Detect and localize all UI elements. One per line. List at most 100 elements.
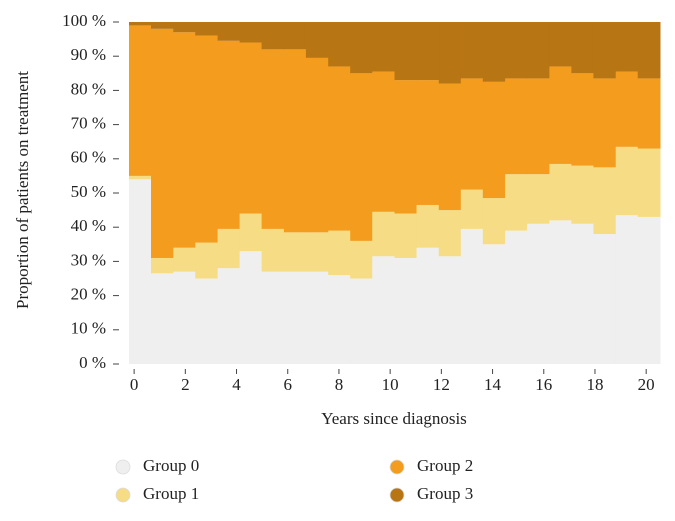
area-step (549, 66, 572, 164)
area-step (615, 215, 639, 364)
area-step (239, 22, 263, 43)
area-step (637, 78, 661, 149)
area-step (350, 73, 373, 241)
area-step (593, 167, 617, 235)
y-tick-label: 30 % (71, 250, 106, 269)
area-step (283, 22, 307, 50)
x-tick-label: 16 (535, 375, 552, 394)
area-step (460, 78, 484, 190)
area-step (571, 223, 594, 364)
area-step (151, 257, 174, 274)
y-axis-label: Proportion of patients on treatment (13, 71, 32, 309)
area-step (173, 32, 196, 248)
area-step (527, 174, 550, 224)
area-step (416, 80, 440, 205)
area-step (482, 198, 506, 245)
area-step (350, 22, 373, 74)
area-step (394, 213, 418, 258)
area-step (593, 22, 617, 79)
area-step (129, 175, 152, 180)
x-tick-label: 18 (586, 375, 603, 394)
area-step (571, 165, 594, 224)
area-step (394, 80, 418, 214)
legend-label: Group 1 (143, 484, 199, 503)
area-step (571, 22, 594, 74)
legend-label: Group 2 (417, 456, 473, 475)
area-step (438, 210, 462, 257)
area-step (173, 247, 196, 272)
area-step (438, 256, 462, 364)
area-step (637, 148, 661, 217)
area-step (482, 81, 506, 199)
area-step (394, 22, 418, 81)
area-step (350, 240, 373, 279)
legend-swatch (389, 459, 405, 475)
area-step (593, 234, 617, 364)
area-step (217, 40, 241, 229)
area-step (261, 22, 285, 50)
area-step (283, 271, 307, 364)
area-step (460, 22, 484, 79)
area-step (151, 22, 174, 29)
area-step (460, 189, 484, 229)
area-step (151, 273, 174, 364)
area-step (527, 22, 550, 79)
area-step (173, 271, 196, 364)
y-tick-label: 10 % (71, 319, 106, 338)
area-step (438, 22, 462, 84)
area-step (615, 146, 639, 216)
area-step (416, 247, 440, 364)
area-step (261, 228, 285, 272)
area-step (129, 179, 152, 364)
area-step (239, 251, 263, 364)
y-tick-label: 0 % (79, 353, 106, 372)
x-axis-label: Years since diagnosis (321, 409, 467, 428)
area-step (328, 22, 351, 67)
area-step (328, 66, 351, 231)
area-step (505, 22, 528, 79)
area-step (549, 163, 572, 221)
legend-label: Group 3 (417, 484, 473, 503)
area-step (283, 232, 307, 272)
x-tick-label: 2 (181, 375, 190, 394)
area-step (151, 28, 174, 258)
area-step (305, 271, 329, 364)
legend-swatch (115, 487, 131, 503)
area-step (350, 278, 373, 364)
area-step (637, 22, 661, 79)
y-tick-label: 80 % (71, 79, 106, 98)
area-step (305, 232, 329, 272)
area-step (615, 22, 639, 72)
y-tick-label: 40 % (71, 216, 106, 235)
area-step (173, 22, 196, 33)
area-step (217, 22, 241, 41)
area-step (217, 228, 241, 269)
area-step (195, 242, 219, 279)
area-step (328, 230, 351, 276)
area-step (217, 268, 241, 364)
x-tick-label: 4 (232, 375, 241, 394)
x-tick-label: 14 (484, 375, 502, 394)
area-step (615, 71, 639, 147)
area-step (482, 244, 506, 364)
area-step (505, 174, 528, 231)
area-step (505, 78, 528, 175)
area-step (195, 35, 219, 243)
area-step (305, 22, 329, 58)
area-step (239, 42, 263, 214)
area-step (129, 25, 152, 176)
area-step (195, 278, 219, 364)
y-tick-label: 20 % (71, 285, 106, 304)
area-step (549, 22, 572, 67)
area-step (527, 78, 550, 175)
x-tick-label: 20 (638, 375, 655, 394)
y-tick-label: 90 % (71, 45, 106, 64)
area-step (261, 271, 285, 364)
area-step (394, 257, 418, 364)
area-step (438, 83, 462, 211)
area-step (416, 204, 440, 248)
legend-swatch (389, 487, 405, 503)
area-step (482, 22, 506, 82)
